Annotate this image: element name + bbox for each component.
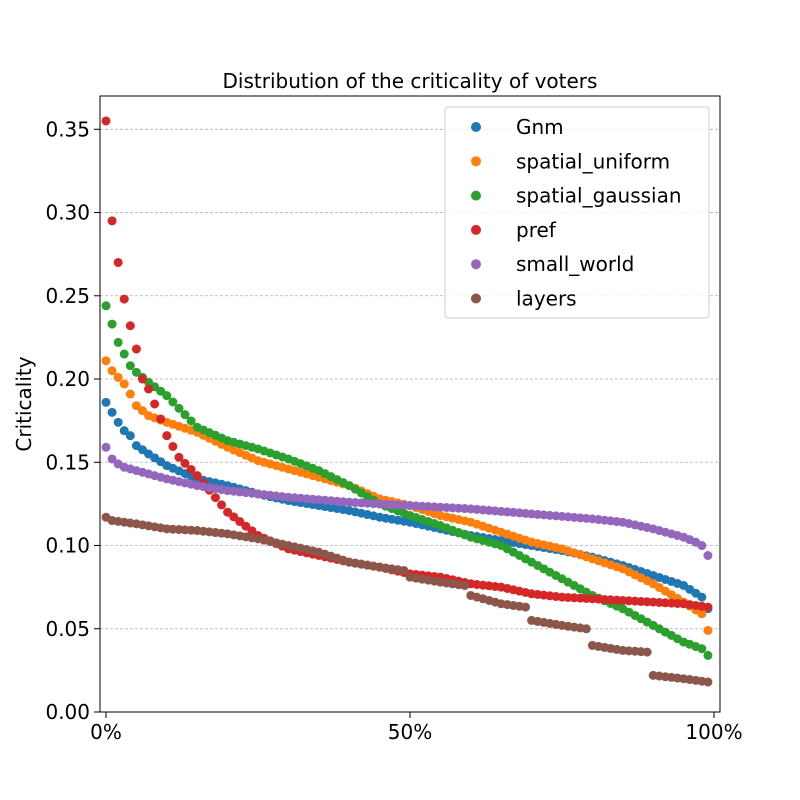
data-point: [125, 321, 135, 331]
data-point: [125, 431, 135, 441]
data-point: [174, 403, 184, 413]
y-tick-label: 0.30: [45, 201, 90, 225]
data-point: [703, 551, 713, 561]
data-point: [521, 602, 531, 612]
x-tick-label: 100%: [685, 720, 742, 744]
x-axis-ticks: 0% 50% 100%: [90, 712, 743, 744]
y-tick-label: 0.00: [45, 700, 90, 724]
data-point: [107, 454, 117, 464]
data-point: [150, 399, 160, 409]
data-point: [399, 565, 409, 575]
data-point: [192, 471, 202, 481]
data-point: [168, 441, 178, 451]
data-point: [101, 442, 111, 452]
data-point: [107, 407, 117, 417]
y-axis-label: Criticality: [12, 356, 36, 451]
data-point: [101, 356, 111, 366]
data-point: [235, 517, 245, 527]
data-point: [101, 301, 111, 311]
y-tick-label: 0.35: [45, 117, 90, 141]
series-layers: [101, 512, 713, 687]
data-point: [703, 677, 713, 687]
data-point: [186, 464, 196, 474]
legend-label: spatial_uniform: [516, 149, 670, 173]
data-point: [210, 493, 220, 503]
y-axis-ticks: 0.00 0.05 0.10 0.15 0.20 0.25 0.30 0.35: [45, 117, 100, 724]
data-point: [137, 406, 147, 416]
data-point: [131, 344, 141, 354]
data-point: [247, 526, 257, 536]
legend-label: spatial_gaussian: [516, 184, 682, 208]
data-point: [101, 116, 111, 126]
legend-label: pref: [516, 218, 557, 242]
data-point: [241, 521, 251, 531]
data-point: [180, 458, 190, 468]
y-tick-label: 0.25: [45, 284, 90, 308]
legend-marker: [471, 259, 481, 270]
y-tick-label: 0.20: [45, 367, 90, 391]
data-point: [119, 426, 129, 436]
data-point: [113, 417, 123, 427]
data-point: [168, 397, 178, 407]
data-point: [119, 379, 129, 389]
data-point: [131, 401, 141, 411]
chart-title: Distribution of the criticality of voter…: [223, 69, 598, 93]
legend-marker: [471, 122, 481, 132]
x-tick-label: 0%: [90, 720, 122, 744]
data-point: [223, 507, 233, 517]
data-point: [460, 580, 470, 590]
data-point: [156, 414, 166, 424]
legend-label: Gnm: [516, 115, 564, 139]
data-point: [119, 349, 129, 359]
data-point: [697, 592, 707, 602]
data-point: [144, 384, 154, 394]
series-small-world: [101, 442, 713, 561]
legend-marker: [471, 190, 481, 201]
data-point: [180, 410, 190, 420]
legend-label: small_world: [516, 252, 634, 276]
data-point: [107, 366, 117, 376]
data-point: [174, 452, 184, 462]
data-point: [217, 500, 227, 510]
data-point: [101, 397, 111, 407]
data-point: [642, 647, 652, 657]
data-point: [137, 374, 147, 384]
data-point: [131, 367, 141, 377]
x-tick-label: 50%: [388, 720, 432, 744]
data-point: [581, 624, 591, 634]
data-point: [697, 609, 707, 619]
legend-marker: [471, 293, 481, 304]
data-point: [186, 416, 196, 426]
legend-label: layers: [516, 287, 577, 311]
data-point: [119, 294, 129, 304]
data-point: [107, 216, 117, 226]
legend-marker: [471, 224, 481, 235]
y-tick-label: 0.15: [45, 450, 90, 474]
legend-marker: [471, 156, 481, 167]
legend-box: [444, 106, 710, 319]
data-point: [113, 257, 123, 267]
data-point: [703, 650, 713, 660]
data-point: [703, 625, 713, 635]
data-point: [162, 431, 172, 441]
series-spatial-uniform: [101, 356, 713, 635]
data-point: [113, 372, 123, 382]
data-point: [697, 644, 707, 654]
data-point: [697, 541, 707, 551]
data-points: [101, 116, 713, 687]
data-point: [162, 391, 172, 401]
data-point: [229, 512, 239, 522]
data-point: [107, 319, 117, 329]
data-point: [113, 337, 123, 347]
y-tick-label: 0.05: [45, 617, 90, 641]
data-point: [703, 602, 713, 612]
data-point: [125, 361, 135, 371]
y-tick-label: 0.10: [45, 534, 90, 558]
data-point: [125, 389, 135, 399]
